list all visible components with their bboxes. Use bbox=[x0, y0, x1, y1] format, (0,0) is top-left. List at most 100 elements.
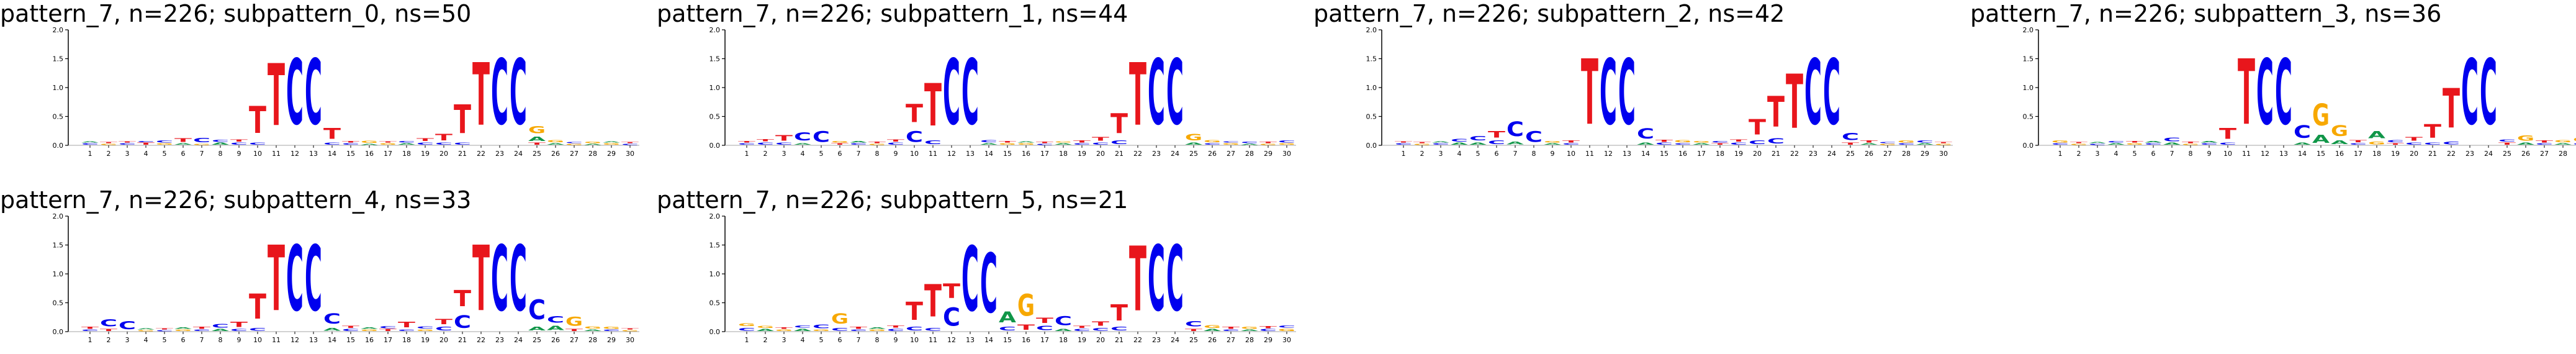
logo-letter-C: C bbox=[999, 326, 1016, 332]
x-tick-label: 29 bbox=[607, 336, 616, 344]
y-tick-label: 0.5 bbox=[2023, 113, 2034, 121]
x-tick-label: 16 bbox=[1678, 150, 1687, 158]
logo-letter-C: C bbox=[961, 40, 979, 145]
y-tick-label: 2.0 bbox=[53, 212, 64, 220]
y-tick-label: 2.0 bbox=[709, 26, 721, 34]
x-tick-label: 22 bbox=[1790, 150, 1799, 158]
logo-letter-G: G bbox=[361, 140, 378, 144]
x-tick-label: 30 bbox=[626, 150, 634, 158]
logo-letter-G: G bbox=[1278, 328, 1295, 332]
logo-letter-A: A bbox=[2517, 142, 2534, 145]
sequence-logo-chart: 0.00.51.01.52.01 2 3 4 5 6 7 8 9 10 11 12 13 14 15 16 17… bbox=[709, 212, 1296, 344]
logo-letter-G: G bbox=[1693, 141, 1710, 143]
y-tick-label: 0.5 bbox=[53, 299, 64, 307]
x-tick-label: 8 bbox=[1532, 150, 1536, 158]
logo-letter-C: C bbox=[510, 40, 527, 145]
x-tick-label: 17 bbox=[1697, 150, 1706, 158]
logo-letter-T: T bbox=[999, 141, 1016, 143]
logo-letter-G: G bbox=[1935, 143, 1952, 145]
logo-letter-A: A bbox=[547, 325, 565, 332]
logo-letter-C: C bbox=[1036, 325, 1053, 332]
logo-letter-A: A bbox=[603, 142, 620, 143]
logo-letter-T: T bbox=[417, 137, 434, 142]
x-tick-label: 16 bbox=[1022, 150, 1030, 158]
logo-letter-C: C bbox=[435, 143, 453, 146]
logo-letter-C: C bbox=[1241, 142, 1258, 144]
logo-letter-G: G bbox=[757, 325, 774, 329]
x-tick-label: 20 bbox=[2410, 150, 2418, 158]
logo-letter-C: C bbox=[1804, 40, 1822, 145]
logo-letter-A: A bbox=[174, 327, 192, 330]
x-tick-label: 25 bbox=[533, 150, 541, 158]
y-tick-label: 2.0 bbox=[53, 26, 64, 34]
logo-letter-C: C bbox=[1395, 143, 1412, 145]
logo-letter-C: C bbox=[757, 142, 774, 145]
logo-letter-G: G bbox=[1544, 141, 1561, 143]
logo-letter-C: C bbox=[1259, 329, 1277, 332]
x-tick-label: 11 bbox=[929, 336, 937, 344]
logo-letter-C: C bbox=[305, 40, 322, 145]
x-tick-label: 24 bbox=[2484, 150, 2493, 158]
x-tick-label: 14 bbox=[2298, 150, 2307, 158]
logo-letter-T: T bbox=[906, 99, 923, 128]
x-tick-label: 14 bbox=[1641, 150, 1650, 158]
logo-letter-A: A bbox=[528, 326, 546, 332]
logo-letter-A: A bbox=[1432, 142, 1449, 143]
logo-letter-C: C bbox=[1185, 320, 1202, 329]
x-tick-label: 7 bbox=[1513, 150, 1518, 158]
logo-letter-C: C bbox=[2219, 143, 2236, 146]
logo-letter-C: C bbox=[1110, 326, 1128, 332]
x-tick-label: 22 bbox=[477, 150, 485, 158]
logo-letter-G: G bbox=[999, 143, 1016, 145]
y-tick-label: 2.0 bbox=[1366, 26, 1377, 34]
logo-letter-C: C bbox=[2256, 40, 2274, 145]
logo-letter-T: T bbox=[2349, 140, 2367, 143]
y-tick-label: 1.5 bbox=[709, 242, 721, 250]
logo-letter-C: C bbox=[2480, 40, 2497, 145]
logo-letter-C: C bbox=[850, 329, 867, 332]
panel-title: pattern_7, n=226; subpattern_3, ns=36 bbox=[1970, 0, 2442, 27]
logo-letter-G: G bbox=[831, 311, 849, 327]
x-tick-label: 29 bbox=[1264, 150, 1272, 158]
logo-letter-C: C bbox=[1073, 143, 1091, 145]
logo-letter-T: T bbox=[268, 227, 285, 332]
x-tick-label: 5 bbox=[163, 336, 167, 344]
x-tick-label: 9 bbox=[237, 336, 241, 344]
x-tick-label: 20 bbox=[1096, 150, 1105, 158]
x-tick-label: 13 bbox=[309, 150, 318, 158]
x-tick-label: 23 bbox=[1809, 150, 1817, 158]
logo-letter-T: T bbox=[1655, 140, 1673, 143]
logo-letter-G: G bbox=[1413, 143, 1431, 145]
logo-letter-C: C bbox=[286, 40, 304, 145]
x-tick-label: 18 bbox=[2372, 150, 2381, 158]
logo-letter-T: T bbox=[565, 329, 583, 332]
x-tick-label: 28 bbox=[588, 150, 597, 158]
x-tick-label: 9 bbox=[237, 150, 241, 158]
logo-letter-C: C bbox=[794, 130, 811, 143]
x-tick-label: 3 bbox=[125, 150, 130, 158]
logo-letter-A: A bbox=[137, 328, 155, 330]
logo-letter-C: C bbox=[1525, 128, 1542, 145]
logo-letter-C: C bbox=[1222, 329, 1240, 332]
x-tick-label: 1 bbox=[745, 150, 749, 158]
logo-letter-G: G bbox=[547, 140, 564, 143]
logo-letter-C: C bbox=[943, 304, 960, 332]
logo-letter-T: T bbox=[1786, 60, 1803, 146]
logo-letter-A: A bbox=[2368, 129, 2385, 141]
logo-letter-G: G bbox=[1898, 140, 1915, 143]
x-tick-label: 5 bbox=[2133, 150, 2137, 158]
x-tick-label: 4 bbox=[2114, 150, 2119, 158]
logo-letter-G: G bbox=[603, 143, 620, 145]
logo-letter-A: A bbox=[2089, 142, 2106, 143]
x-tick-label: 21 bbox=[1772, 150, 1780, 158]
x-tick-label: 10 bbox=[2223, 150, 2232, 158]
logo-letter-C: C bbox=[813, 324, 830, 329]
logo-letter-T: T bbox=[1749, 115, 1767, 139]
x-tick-label: 19 bbox=[1078, 336, 1086, 344]
y-tick-label: 1.5 bbox=[709, 55, 721, 63]
logo-letter-G: G bbox=[379, 143, 397, 145]
logo-letter-C: C bbox=[1749, 140, 1766, 145]
logo-letter-C: C bbox=[2200, 143, 2218, 145]
logo-letter-T: T bbox=[1711, 143, 1729, 145]
logo-letter-A: A bbox=[2145, 141, 2162, 143]
